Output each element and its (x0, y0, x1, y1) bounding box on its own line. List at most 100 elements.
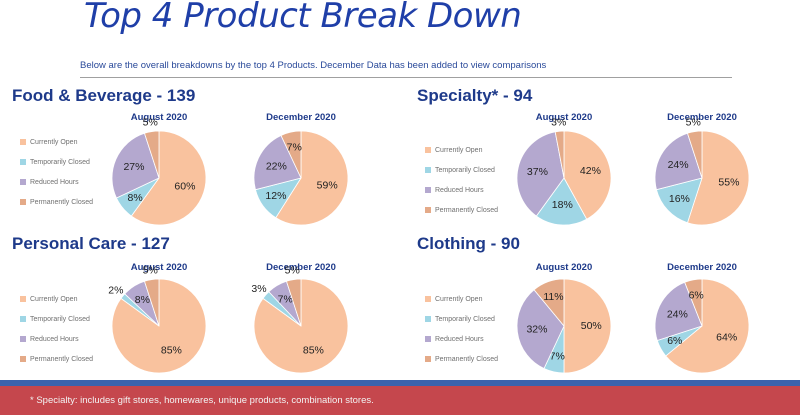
pie-data-label: 6% (689, 290, 704, 302)
pie-data-label: 32% (526, 323, 547, 335)
legend-label: Reduced Hours (30, 178, 79, 186)
pie-chart-food-beverage-august: 60% 8% 27% 5% (111, 117, 207, 226)
pie-data-label: 16% (669, 193, 690, 205)
pie-data-label: 3% (551, 116, 566, 128)
legend-swatch (425, 356, 431, 362)
pie-slice-permanently-closed (280, 130, 302, 179)
legend-label: Permanently Closed (30, 355, 94, 363)
pie-data-label: 50% (581, 320, 602, 332)
pie-slice-currently-open (563, 278, 612, 374)
pie-slice-permanently-closed (143, 278, 160, 327)
pie-slice-currently-open (130, 130, 207, 226)
legend-label: Currently Open (30, 138, 78, 146)
legend-swatch (20, 179, 26, 185)
pie-data-label: 8% (128, 192, 143, 204)
legend-swatch (20, 296, 26, 302)
legend-item: Temporarily Closed (20, 157, 93, 167)
footer-accent-bar (0, 380, 800, 386)
pie-chart-personal-care-august: 85% 2% 8% 5% (108, 265, 207, 374)
pie-slice-permanently-closed (285, 278, 302, 327)
pie-slice-reduced-hours (111, 132, 160, 199)
period-label: December 2020 (266, 112, 336, 123)
legend-label: Temporarily Closed (435, 166, 495, 174)
pie-data-label: 24% (668, 159, 689, 171)
pie-data-label: 27% (123, 161, 144, 173)
pie-data-label: 2% (108, 284, 123, 296)
legend-swatch (425, 316, 431, 322)
pie-data-label: 22% (266, 160, 287, 172)
pie-slice-permanently-closed (533, 278, 565, 328)
pie-data-label: 24% (667, 308, 688, 320)
legend-item: Permanently Closed (425, 354, 498, 364)
pie-slice-currently-open (686, 130, 750, 226)
pie-data-label: 7% (287, 142, 302, 154)
legend-swatch (425, 207, 431, 213)
pie-slice-permanently-closed (684, 278, 703, 327)
legend-label: Temporarily Closed (30, 315, 90, 323)
pie-slice-currently-open (275, 130, 349, 226)
pie-data-label: 3% (251, 283, 266, 295)
section-title-food-beverage: Food & Beverage - 139 (12, 86, 196, 105)
pie-slice-reduced-hours (654, 132, 703, 191)
legend-item: Permanently Closed (425, 205, 498, 215)
pie-data-label: 6% (667, 335, 682, 347)
pie-data-label: 7% (278, 293, 293, 305)
pie-data-label: 85% (161, 344, 182, 356)
period-label: August 2020 (130, 112, 188, 123)
legend: Currently Open Temporarily Closed Reduce… (20, 137, 93, 217)
legend-label: Permanently Closed (435, 206, 499, 214)
pie-slice-permanently-closed (143, 130, 160, 179)
pie-slice-reduced-hours (516, 289, 565, 370)
footnote: * Specialty: includes gift stores, homew… (30, 395, 374, 406)
legend-label: Reduced Hours (435, 335, 484, 343)
legend-swatch (425, 336, 431, 342)
legend-label: Reduced Hours (30, 335, 79, 343)
legend-item: Temporarily Closed (425, 165, 498, 175)
legend: Currently Open Temporarily Closed Reduce… (425, 145, 498, 225)
legend-swatch (20, 139, 26, 145)
pie-chart-specialty-august: 42% 18% 37% 3% (516, 116, 612, 226)
pie-chart-clothing-december: 64%6%24%6% (654, 278, 750, 374)
pie-slice-currently-open (563, 130, 612, 220)
legend-swatch (425, 187, 431, 193)
legend: Currently Open Temporarily Closed Reduce… (425, 294, 498, 374)
legend-item: Currently Open (425, 145, 498, 155)
period-label: August 2020 (535, 262, 593, 273)
legend-swatch (20, 356, 26, 362)
legend-item: Permanently Closed (20, 354, 93, 364)
pie-data-label: 18% (552, 199, 573, 211)
legend-item: Currently Open (425, 294, 498, 304)
legend-label: Temporarily Closed (435, 315, 495, 323)
legend-label: Currently Open (30, 295, 78, 303)
pie-data-label: 11% (543, 291, 563, 303)
legend-label: Permanently Closed (435, 355, 499, 363)
pie-data-label: 60% (174, 180, 195, 192)
pie-data-label: 55% (718, 176, 739, 188)
section-title-clothing: Clothing - 90 (417, 234, 520, 253)
period-label: August 2020 (130, 262, 188, 273)
pie-data-label: 5% (285, 265, 300, 277)
pie-chart-personal-care-december: 85% 3% 7% 5% (251, 265, 349, 374)
pie-chart-clothing-august: 50% 7% 32% 11% (516, 278, 612, 374)
legend-label: Reduced Hours (435, 186, 484, 194)
pie-chart-specialty-december: 55% 16% 24% 5% (654, 117, 750, 226)
pie-slice-permanently-closed (554, 130, 565, 179)
pie-slice-reduced-hours (253, 134, 302, 191)
page-title: Top 4 Product Break Down (84, 0, 522, 36)
period-label: December 2020 (266, 262, 336, 273)
pie-data-label: 85% (303, 344, 324, 356)
pie-slice-permanently-closed (686, 130, 703, 179)
legend-swatch (20, 316, 26, 322)
legend-item: Temporarily Closed (425, 314, 498, 324)
period-label: December 2020 (667, 262, 737, 273)
legend-swatch (20, 199, 26, 205)
pie-data-label: 37% (527, 166, 548, 178)
pie-data-label: 8% (135, 294, 150, 306)
pie-data-label: 5% (143, 117, 158, 129)
pie-data-label: 59% (317, 180, 338, 192)
pie-data-label: 12% (265, 190, 286, 202)
legend-item: Permanently Closed (20, 197, 93, 207)
pie-slice-temporarily-closed (655, 177, 703, 224)
pie-data-label: 5% (686, 117, 701, 129)
page-subtitle: Below are the overall breakdowns by the … (80, 60, 547, 71)
